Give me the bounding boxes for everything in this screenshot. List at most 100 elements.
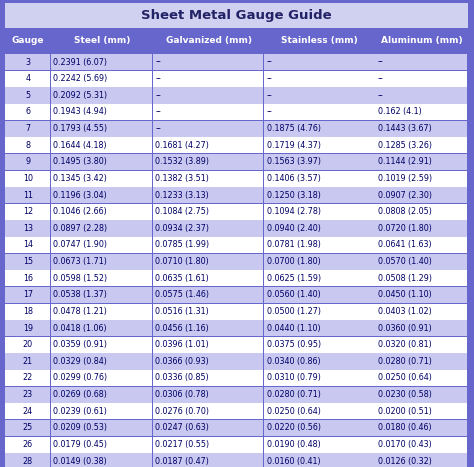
- Text: 0.0217 (0.55): 0.0217 (0.55): [155, 440, 210, 449]
- FancyBboxPatch shape: [5, 420, 50, 436]
- Text: 0.0450 (1.10): 0.0450 (1.10): [378, 290, 431, 299]
- Text: --: --: [155, 124, 161, 133]
- FancyBboxPatch shape: [51, 120, 152, 137]
- Text: 0.0747 (1.90): 0.0747 (1.90): [54, 241, 108, 249]
- Text: 0.0940 (2.40): 0.0940 (2.40): [266, 224, 320, 233]
- Text: 8: 8: [26, 141, 30, 149]
- FancyBboxPatch shape: [5, 137, 50, 154]
- Text: 0.0516 (1.31): 0.0516 (1.31): [155, 307, 209, 316]
- FancyBboxPatch shape: [5, 170, 50, 187]
- Text: 0.1382 (3.51): 0.1382 (3.51): [155, 174, 209, 183]
- Text: 4: 4: [26, 74, 30, 83]
- Text: 0.1563 (3.97): 0.1563 (3.97): [266, 157, 320, 166]
- Text: 0.0478 (1.21): 0.0478 (1.21): [54, 307, 107, 316]
- Text: 0.0700 (1.80): 0.0700 (1.80): [266, 257, 320, 266]
- Text: 3: 3: [26, 57, 30, 66]
- Text: 0.1345 (3.42): 0.1345 (3.42): [54, 174, 107, 183]
- FancyBboxPatch shape: [153, 370, 263, 386]
- Text: 0.1019 (2.59): 0.1019 (2.59): [378, 174, 432, 183]
- FancyBboxPatch shape: [153, 270, 263, 286]
- FancyBboxPatch shape: [153, 337, 263, 353]
- Text: 0.0785 (1.99): 0.0785 (1.99): [155, 241, 210, 249]
- FancyBboxPatch shape: [264, 154, 374, 170]
- Text: 0.1084 (2.75): 0.1084 (2.75): [155, 207, 210, 216]
- Text: 0.0310 (0.79): 0.0310 (0.79): [266, 374, 320, 382]
- Text: 0.162 (4.1): 0.162 (4.1): [378, 107, 421, 116]
- FancyBboxPatch shape: [51, 237, 152, 253]
- FancyBboxPatch shape: [375, 354, 467, 369]
- Text: 0.0635 (1.61): 0.0635 (1.61): [155, 274, 209, 283]
- FancyBboxPatch shape: [264, 204, 374, 220]
- FancyBboxPatch shape: [375, 237, 467, 253]
- FancyBboxPatch shape: [153, 354, 263, 369]
- Text: 0.1285 (3.26): 0.1285 (3.26): [378, 141, 432, 149]
- FancyBboxPatch shape: [51, 220, 152, 237]
- FancyBboxPatch shape: [153, 304, 263, 320]
- FancyBboxPatch shape: [375, 370, 467, 386]
- Text: 22: 22: [23, 374, 33, 382]
- FancyBboxPatch shape: [375, 287, 467, 303]
- FancyBboxPatch shape: [264, 420, 374, 436]
- FancyBboxPatch shape: [5, 403, 50, 419]
- Text: 0.0808 (2.05): 0.0808 (2.05): [378, 207, 432, 216]
- Text: 25: 25: [23, 423, 33, 432]
- FancyBboxPatch shape: [5, 29, 50, 54]
- FancyBboxPatch shape: [375, 87, 467, 104]
- FancyBboxPatch shape: [264, 220, 374, 237]
- FancyBboxPatch shape: [51, 287, 152, 303]
- FancyBboxPatch shape: [264, 304, 374, 320]
- Text: 20: 20: [23, 340, 33, 349]
- Text: 10: 10: [23, 174, 33, 183]
- Text: 0.1233 (3.13): 0.1233 (3.13): [155, 191, 209, 199]
- Text: 13: 13: [23, 224, 33, 233]
- FancyBboxPatch shape: [264, 237, 374, 253]
- Text: --: --: [155, 57, 161, 66]
- FancyBboxPatch shape: [264, 104, 374, 120]
- FancyBboxPatch shape: [264, 370, 374, 386]
- Text: 0.1046 (2.66): 0.1046 (2.66): [54, 207, 107, 216]
- FancyBboxPatch shape: [51, 29, 152, 54]
- Text: 0.1144 (2.91): 0.1144 (2.91): [378, 157, 432, 166]
- FancyBboxPatch shape: [264, 403, 374, 419]
- FancyBboxPatch shape: [51, 87, 152, 104]
- FancyBboxPatch shape: [5, 304, 50, 320]
- Text: 23: 23: [23, 390, 33, 399]
- FancyBboxPatch shape: [5, 370, 50, 386]
- FancyBboxPatch shape: [51, 304, 152, 320]
- FancyBboxPatch shape: [5, 437, 50, 453]
- FancyBboxPatch shape: [5, 54, 50, 71]
- FancyBboxPatch shape: [264, 354, 374, 369]
- Text: 16: 16: [23, 274, 33, 283]
- Text: 0.0570 (1.40): 0.0570 (1.40): [378, 257, 432, 266]
- FancyBboxPatch shape: [51, 54, 152, 71]
- FancyBboxPatch shape: [51, 270, 152, 286]
- FancyBboxPatch shape: [5, 120, 50, 137]
- Text: 0.0934 (2.37): 0.0934 (2.37): [155, 224, 210, 233]
- Text: Steel (mm): Steel (mm): [74, 36, 130, 45]
- FancyBboxPatch shape: [375, 187, 467, 203]
- Text: 0.0306 (0.78): 0.0306 (0.78): [155, 390, 209, 399]
- FancyBboxPatch shape: [5, 71, 50, 87]
- Text: 0.1094 (2.78): 0.1094 (2.78): [266, 207, 320, 216]
- Text: 0.0403 (1.02): 0.0403 (1.02): [378, 307, 431, 316]
- FancyBboxPatch shape: [264, 187, 374, 203]
- Text: 28: 28: [23, 457, 33, 466]
- Text: 6: 6: [26, 107, 30, 116]
- FancyBboxPatch shape: [51, 437, 152, 453]
- Text: --: --: [378, 91, 383, 100]
- FancyBboxPatch shape: [153, 437, 263, 453]
- FancyBboxPatch shape: [5, 287, 50, 303]
- Text: 0.0625 (1.59): 0.0625 (1.59): [266, 274, 321, 283]
- Text: 0.1406 (3.57): 0.1406 (3.57): [266, 174, 320, 183]
- Text: 0.0907 (2.30): 0.0907 (2.30): [378, 191, 432, 199]
- FancyBboxPatch shape: [51, 387, 152, 403]
- FancyBboxPatch shape: [5, 87, 50, 104]
- FancyBboxPatch shape: [5, 254, 50, 270]
- Text: 0.0126 (0.32): 0.0126 (0.32): [378, 457, 432, 466]
- FancyBboxPatch shape: [375, 120, 467, 137]
- Text: 0.1875 (4.76): 0.1875 (4.76): [266, 124, 320, 133]
- FancyBboxPatch shape: [5, 387, 50, 403]
- FancyBboxPatch shape: [51, 354, 152, 369]
- Text: 26: 26: [23, 440, 33, 449]
- FancyBboxPatch shape: [5, 3, 468, 28]
